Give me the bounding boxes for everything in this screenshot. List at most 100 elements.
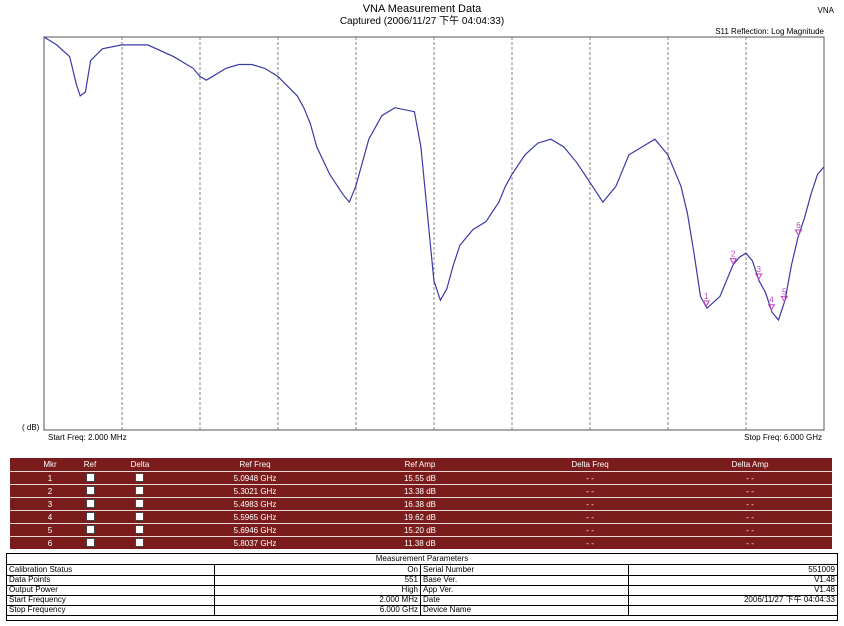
marker-delta-freq: - -	[586, 500, 594, 509]
marker-delta-amp: - -	[746, 526, 754, 535]
parameter-value: 2.000 MHz	[215, 595, 421, 605]
parameter-row: Start Frequency 2.000 MHz Date 2006/11/27 下…	[7, 595, 837, 606]
marker-row: 1 5.0948 GHz 15.55 dB - - - -	[10, 471, 832, 484]
ref-checkbox[interactable]	[86, 486, 95, 495]
marker-ref-amp: 16.38 dB	[403, 500, 437, 509]
parameter-row: Stop Frequency 6.000 GHz Device Name	[7, 605, 837, 616]
marker-3-label: 3	[757, 265, 762, 274]
parameter-value: On	[215, 565, 421, 575]
parameter-value: 2006/11/27 下午 04:04:33	[743, 595, 835, 604]
marker-6-label: 6	[796, 221, 801, 230]
parameter-label: Start Frequency	[7, 595, 215, 605]
marker-5-label: 5	[782, 287, 787, 296]
delta-checkbox[interactable]	[135, 473, 144, 482]
header-ref-amp: Ref Amp	[404, 460, 436, 469]
marker-row: 6 5.8037 GHz 11.38 dB - - - -	[10, 536, 832, 549]
delta-checkbox[interactable]	[135, 538, 144, 547]
marker-row: 5 5.6946 GHz 15.20 dB - - - -	[10, 523, 832, 536]
marker-row: 4 5.5965 GHz 19.62 dB - - - -	[10, 510, 832, 523]
header-mkr: Mkr	[43, 460, 57, 469]
marker-number: 3	[47, 500, 53, 509]
parameter-value: High	[215, 585, 421, 595]
s11-trace	[43, 36, 825, 322]
parameter-label: App Ver.	[421, 585, 629, 595]
marker-ref-amp: 15.55 dB	[403, 474, 437, 483]
parameter-value: V1.48	[814, 575, 835, 584]
marker-number: 6	[47, 539, 53, 548]
ref-checkbox[interactable]	[86, 525, 95, 534]
marker-table: Mkr Ref Delta Ref Freq Ref Amp Delta Fre…	[10, 458, 832, 549]
parameter-value: 551	[215, 575, 421, 585]
ref-checkbox[interactable]	[86, 473, 95, 482]
marker-delta-freq: - -	[586, 526, 594, 535]
header-delta: Delta	[130, 460, 150, 469]
delta-checkbox[interactable]	[135, 499, 144, 508]
marker-6-symbol	[794, 229, 803, 236]
parameter-row: Output Power High App Ver. V1.48	[7, 585, 837, 596]
parameter-label: Date	[421, 595, 629, 605]
delta-checkbox[interactable]	[135, 525, 144, 534]
marker-delta-amp: - -	[746, 513, 754, 522]
marker-number: 1	[47, 474, 53, 483]
parameter-row: Calibration Status On Serial Number 551009	[7, 565, 837, 576]
parameter-value: 551009	[808, 565, 835, 574]
measurement-parameters: Measurement Parameters Calibration Statu…	[6, 553, 838, 621]
parameter-value	[629, 605, 837, 615]
parameter-label: Base Ver.	[421, 575, 629, 585]
parameter-label: Data Points	[7, 575, 215, 585]
parameter-label: Output Power	[7, 585, 215, 595]
measurement-parameters-title: Measurement Parameters	[7, 554, 837, 565]
marker-ref-amp: 13.38 dB	[403, 487, 437, 496]
marker-row: 2 5.3021 GHz 13.38 dB - - - -	[10, 484, 832, 497]
marker-number: 5	[47, 526, 53, 535]
header-delta-freq: Delta Freq	[571, 460, 609, 469]
delta-checkbox[interactable]	[135, 512, 144, 521]
parameter-label: Stop Frequency	[7, 605, 215, 615]
marker-ref-freq: 5.0948 GHz	[233, 474, 277, 483]
marker-3-symbol	[754, 273, 763, 280]
marker-2-label: 2	[731, 250, 736, 259]
stop-freq-label: Stop Freq: 6.000 GHz	[744, 433, 822, 442]
start-freq-label: Start Freq: 2.000 MHz	[48, 433, 127, 442]
marker-5-symbol	[780, 295, 789, 303]
marker-ref-freq: 5.6946 GHz	[233, 526, 277, 535]
header-delta-amp: Delta Amp	[731, 460, 769, 469]
marker-number: 2	[47, 487, 53, 496]
marker-delta-amp: - -	[746, 487, 754, 496]
marker-ref-amp: 11.38 dB	[404, 539, 436, 548]
capture-timestamp: Captured (2006/11/27 下午 04:04:33)	[339, 16, 505, 27]
marker-1-label: 1	[704, 292, 709, 301]
parameter-row: Data Points 551 Base Ver. V1.48	[7, 575, 837, 586]
marker-delta-freq: - -	[586, 487, 594, 496]
marker-ref-freq: 5.8037 GHz	[233, 539, 277, 548]
marker-1-symbol	[702, 300, 711, 307]
marker-delta-amp: - -	[746, 474, 754, 483]
corner-tag: VNA	[817, 6, 834, 15]
marker-delta-freq: - -	[586, 474, 594, 483]
marker-4-label: 4	[769, 296, 774, 305]
parameter-label: Serial Number	[421, 565, 629, 575]
marker-4-symbol	[767, 304, 776, 311]
marker-ref-freq: 5.5965 GHz	[233, 513, 277, 522]
marker-2-symbol	[729, 258, 738, 265]
parameter-value: 6.000 GHz	[215, 605, 421, 615]
marker-ref-amp: 19.62 dB	[403, 513, 437, 522]
marker-ref-amp: 15.20 dB	[403, 526, 437, 535]
parameter-value: V1.48	[814, 585, 835, 594]
ref-checkbox[interactable]	[86, 538, 95, 547]
marker-delta-amp: - -	[746, 539, 754, 548]
ref-checkbox[interactable]	[86, 512, 95, 521]
marker-ref-freq: 5.3021 GHz	[233, 487, 277, 496]
delta-checkbox[interactable]	[135, 486, 144, 495]
plot-area: 1 2 3 45 6	[43, 36, 825, 431]
marker-delta-freq: - -	[586, 513, 594, 522]
header-ref-freq: Ref Freq	[239, 460, 271, 469]
marker-delta-amp: - -	[746, 500, 754, 509]
marker-delta-freq: - -	[586, 539, 594, 548]
parameter-label: Calibration Status	[7, 565, 215, 575]
ref-checkbox[interactable]	[86, 499, 95, 508]
y-unit-label: ( dB)	[22, 423, 40, 432]
marker-number: 4	[47, 513, 53, 522]
header-ref: Ref	[83, 460, 97, 469]
chart-title: VNA Measurement Data	[362, 3, 482, 15]
